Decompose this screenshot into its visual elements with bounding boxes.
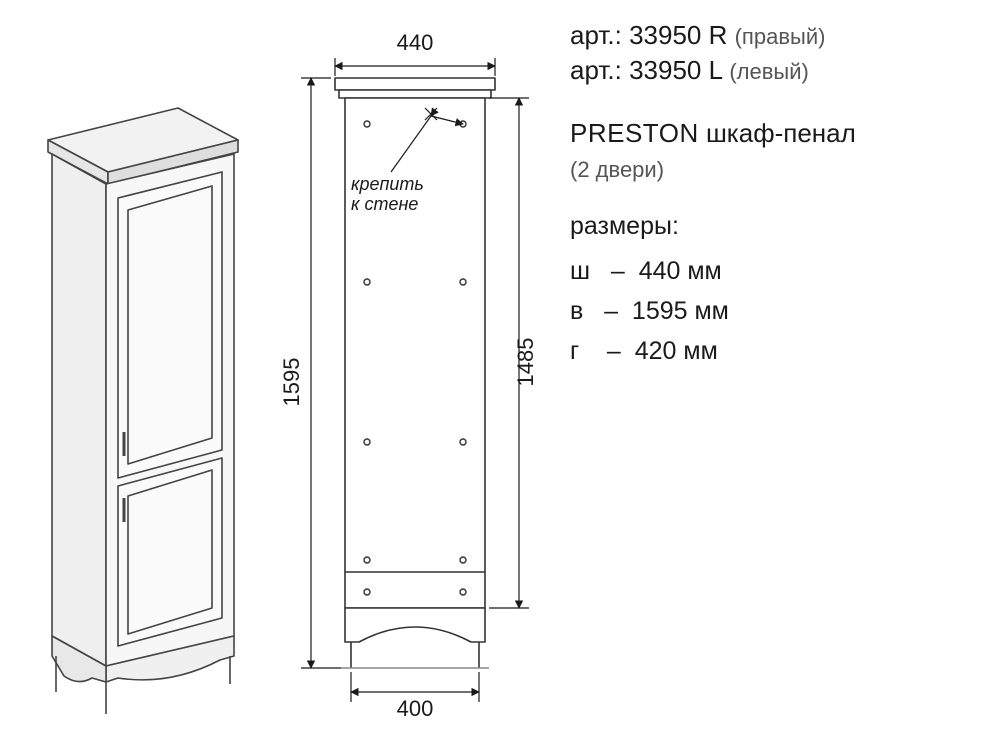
dim-full-height bbox=[301, 78, 341, 668]
dim-top-width bbox=[335, 58, 495, 76]
article-line-2: арт.: 33950 L (левый) bbox=[570, 53, 856, 88]
article-label: арт.: bbox=[570, 20, 622, 50]
dim-full-height-label: 1595 bbox=[279, 358, 304, 407]
cabinet-elevation: 440 bbox=[255, 12, 575, 722]
dim-inner-height-label: 1485 bbox=[513, 338, 538, 387]
dimensions-list: ш – 440 мм в – 1595 мм г – 420 мм bbox=[570, 251, 856, 371]
product-sub: (2 двери) bbox=[570, 157, 664, 182]
product-name: шкаф-пенал bbox=[706, 118, 856, 148]
cabinet-isometric bbox=[8, 80, 268, 720]
mount-note-2: к стене bbox=[351, 194, 418, 214]
info-block: арт.: 33950 R (правый) арт.: 33950 L (ле… bbox=[570, 18, 856, 371]
article-label: арт.: bbox=[570, 55, 622, 85]
article-code: 33950 L bbox=[629, 55, 722, 85]
article-code: 33950 R bbox=[629, 20, 727, 50]
product-brand: PRESTON bbox=[570, 118, 699, 148]
product-title: PRESTON шкаф-пенал (2 двери) bbox=[570, 116, 856, 186]
article-note: (правый) bbox=[735, 24, 826, 49]
mount-note-1: крепить bbox=[351, 174, 424, 194]
article-note: (левый) bbox=[729, 59, 809, 84]
canvas: 440 bbox=[0, 0, 1000, 735]
dimensions-label: размеры: bbox=[570, 212, 856, 241]
dim-top-width-label: 440 bbox=[397, 30, 434, 55]
dim-bottom-width-label: 400 bbox=[397, 696, 434, 721]
article-line-1: арт.: 33950 R (правый) bbox=[570, 18, 856, 53]
